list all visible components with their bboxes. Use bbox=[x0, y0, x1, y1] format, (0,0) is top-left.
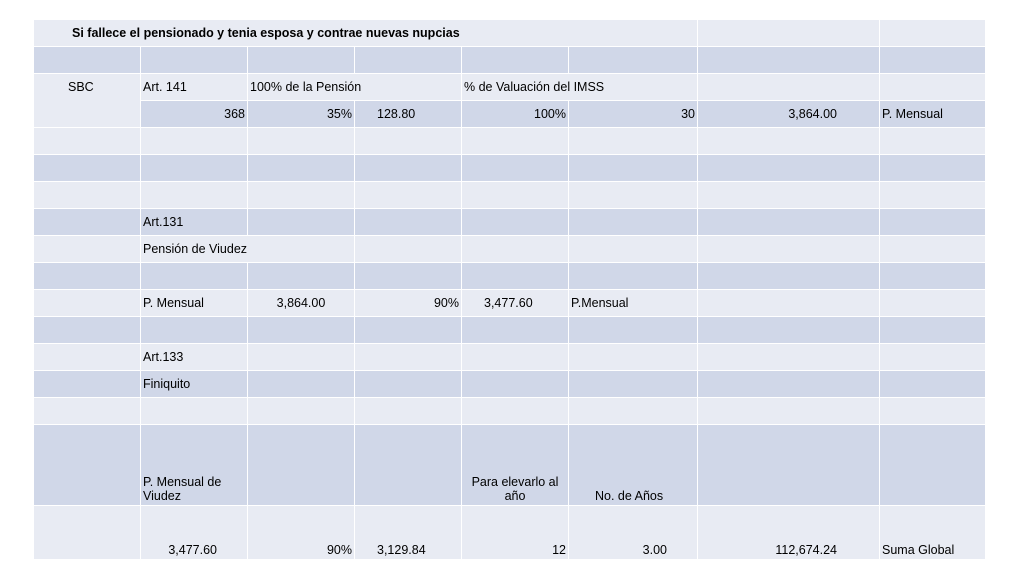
art-141-label: Art. 141 bbox=[140, 73, 248, 101]
final-pct: 90% bbox=[247, 505, 355, 560]
sbc-monthly: 3,864.00 bbox=[697, 100, 880, 128]
sbc-monthly-label: P. Mensual bbox=[879, 100, 986, 128]
art-131-label: Art.131 bbox=[140, 208, 248, 236]
final-total-label: Suma Global bbox=[879, 505, 986, 560]
final-total: 112,674.24 bbox=[697, 505, 880, 560]
final-monthly-adjusted: 3,129.84 bbox=[354, 505, 462, 560]
finiquito-label: Finiquito bbox=[140, 370, 248, 398]
mensual-amount: 3,864.00 bbox=[247, 289, 355, 317]
art-133-label: Art.133 bbox=[140, 343, 248, 371]
final-years: 3.00 bbox=[568, 505, 698, 560]
pct-pension-header: 100% de la Pensión bbox=[247, 73, 462, 101]
pct-valuacion-header: % de Valuación del IMSS bbox=[461, 73, 698, 101]
sbc-days: 30 bbox=[568, 100, 698, 128]
pension-viudez-label: Pensión de Viudez bbox=[140, 235, 355, 263]
sbc-label: SBC bbox=[33, 73, 141, 128]
annualize-header: Para elevarlo al año bbox=[461, 424, 569, 506]
pension-table: Si fallece el pensionado y tenia esposa … bbox=[33, 19, 986, 560]
mensual-label: P. Mensual bbox=[140, 289, 248, 317]
table-title: Si fallece el pensionado y tenia esposa … bbox=[33, 19, 698, 47]
final-months: 12 bbox=[461, 505, 569, 560]
sbc-pct: 35% bbox=[247, 100, 355, 128]
viudez-monthly-header: P. Mensual de Viudez bbox=[140, 424, 248, 506]
final-monthly: 3,477.60 bbox=[140, 505, 248, 560]
mensual-pct: 90% bbox=[354, 289, 462, 317]
years-header: No. de Años bbox=[568, 424, 698, 506]
sbc-valuacion-pct: 100% bbox=[461, 100, 569, 128]
mensual-suffix: P.Mensual bbox=[568, 289, 698, 317]
sbc-value: 368 bbox=[140, 100, 248, 128]
mensual-result: 3,477.60 bbox=[461, 289, 569, 317]
sbc-amount: 128.80 bbox=[354, 100, 462, 128]
